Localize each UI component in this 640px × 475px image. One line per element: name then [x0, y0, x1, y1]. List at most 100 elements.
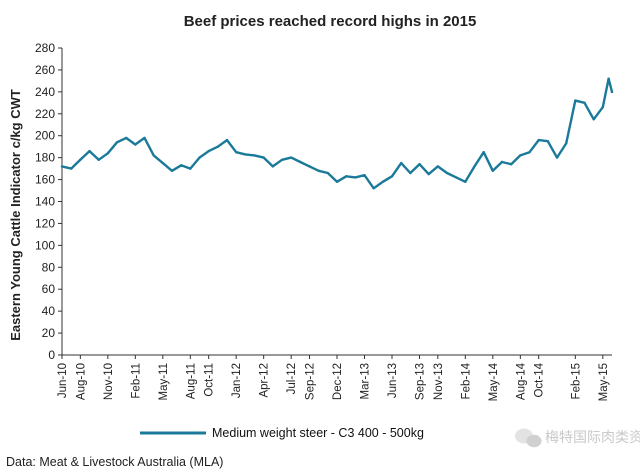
- data-point: [537, 138, 540, 142]
- x-tick-label: Sep-13: [415, 363, 427, 400]
- y-tick-label: 40: [42, 304, 56, 318]
- y-tick-label: 280: [35, 41, 55, 55]
- x-tick-label: May-14: [488, 362, 500, 401]
- data-point: [216, 145, 219, 148]
- y-axis: 0 20 40 60 80 100 120 140 160 180 200 220 240 260 280: [35, 41, 63, 362]
- data-point: [583, 101, 586, 105]
- data-point: [354, 176, 357, 179]
- chart-title: Beef prices reached record highs in 2015: [184, 13, 477, 30]
- x-tick-label: Apr-12: [259, 363, 271, 398]
- data-point: [308, 165, 311, 168]
- data-point: [280, 158, 284, 161]
- data-point: [152, 154, 155, 157]
- data-point: [115, 141, 119, 144]
- data-point: [290, 156, 293, 159]
- y-tick-label: 60: [42, 282, 56, 296]
- y-tick-label: 0: [48, 348, 55, 362]
- data-point: [510, 163, 513, 166]
- x-tick-label: Aug-10: [75, 363, 87, 400]
- data-point: [134, 143, 137, 146]
- watermark-text: 梅特国际肉类资讯: [545, 429, 640, 445]
- x-tick-label: May-11: [158, 363, 170, 401]
- data-point: [262, 156, 265, 159]
- y-tick-label: 260: [35, 63, 55, 77]
- chat-bubble-icon: [515, 428, 542, 448]
- source-note: Data: Meat & Livestock Australia (MLA): [6, 455, 223, 469]
- data-point: [601, 106, 604, 109]
- x-tick-label: Jan-12: [231, 363, 243, 398]
- series-line: [60, 77, 614, 190]
- x-tick-label: Oct-11: [204, 363, 216, 397]
- data-point: [207, 149, 210, 153]
- data-point: [253, 154, 256, 157]
- data-point: [189, 167, 192, 170]
- x-tick-label: Oct-14: [534, 362, 546, 397]
- data-point: [491, 169, 494, 172]
- data-point: [161, 161, 164, 165]
- data-point: [519, 154, 522, 157]
- x-tick-label: Sep-12: [305, 363, 317, 400]
- data-point: [88, 149, 91, 153]
- data-point: [418, 163, 421, 166]
- data-point: [409, 171, 412, 175]
- data-point: [464, 180, 467, 183]
- y-tick-label: 140: [35, 195, 55, 209]
- x-tick-label: Feb-14: [460, 362, 472, 399]
- data-point: [143, 136, 146, 140]
- x-tick-label: Nov-10: [103, 363, 115, 400]
- data-point: [79, 158, 82, 161]
- x-tick-label: Feb-15: [570, 363, 582, 399]
- data-point: [592, 118, 595, 121]
- x-tick-label: Jul-12: [286, 363, 298, 394]
- watermark: 梅特国际肉类资讯: [515, 428, 640, 448]
- legend-label: Medium weight steer - C3 400 - 500kg: [212, 426, 424, 440]
- data-point: [97, 158, 100, 161]
- y-tick-label: 180: [35, 151, 55, 165]
- x-tick-label: Mar-13: [360, 363, 372, 399]
- x-tick-label: Aug-14: [515, 362, 527, 400]
- plot-area: [60, 77, 614, 190]
- y-tick-label: 200: [35, 129, 55, 143]
- y-tick-label: 80: [42, 260, 56, 274]
- data-point: [345, 175, 348, 178]
- x-tick-label: Jun-10: [57, 363, 69, 398]
- x-tick-label: Dec-12: [332, 363, 344, 400]
- data-point: [455, 176, 458, 179]
- data-point: [225, 138, 229, 142]
- data-point: [70, 167, 73, 170]
- data-point: [372, 187, 375, 190]
- data-point: [244, 153, 247, 156]
- data-point: [482, 151, 485, 154]
- data-point: [427, 172, 430, 176]
- y-tick-label: 120: [35, 216, 55, 230]
- data-point: [271, 165, 274, 168]
- data-point: [436, 165, 439, 168]
- data-point: [500, 160, 504, 164]
- data-point: [326, 171, 329, 175]
- data-point: [335, 180, 339, 183]
- data-point: [607, 77, 610, 80]
- data-point: [473, 165, 476, 168]
- data-point: [528, 151, 531, 154]
- data-point: [574, 99, 577, 102]
- data-point: [565, 142, 568, 145]
- data-point: [106, 152, 110, 155]
- data-point: [180, 164, 183, 167]
- y-tick-label: 240: [35, 85, 55, 99]
- data-point: [546, 140, 549, 143]
- y-tick-label: 100: [35, 238, 55, 252]
- data-point: [363, 174, 366, 177]
- y-tick-label: 20: [42, 326, 56, 340]
- x-tick-label: Feb-11: [130, 363, 142, 399]
- data-point: [555, 156, 559, 159]
- y-axis-label: Eastern Young Cattle Indicator c/kg CWT: [8, 89, 23, 341]
- data-point: [60, 165, 64, 168]
- data-point: [125, 136, 128, 140]
- data-point: [198, 156, 201, 159]
- x-axis: Jun-10 Aug-10 Nov-10 Feb-11 May-11 Aug-11 Oct-…: [57, 354, 612, 401]
- data-point: [381, 180, 384, 183]
- data-point: [235, 151, 238, 154]
- y-tick-label: 220: [35, 107, 55, 121]
- data-point: [445, 171, 449, 175]
